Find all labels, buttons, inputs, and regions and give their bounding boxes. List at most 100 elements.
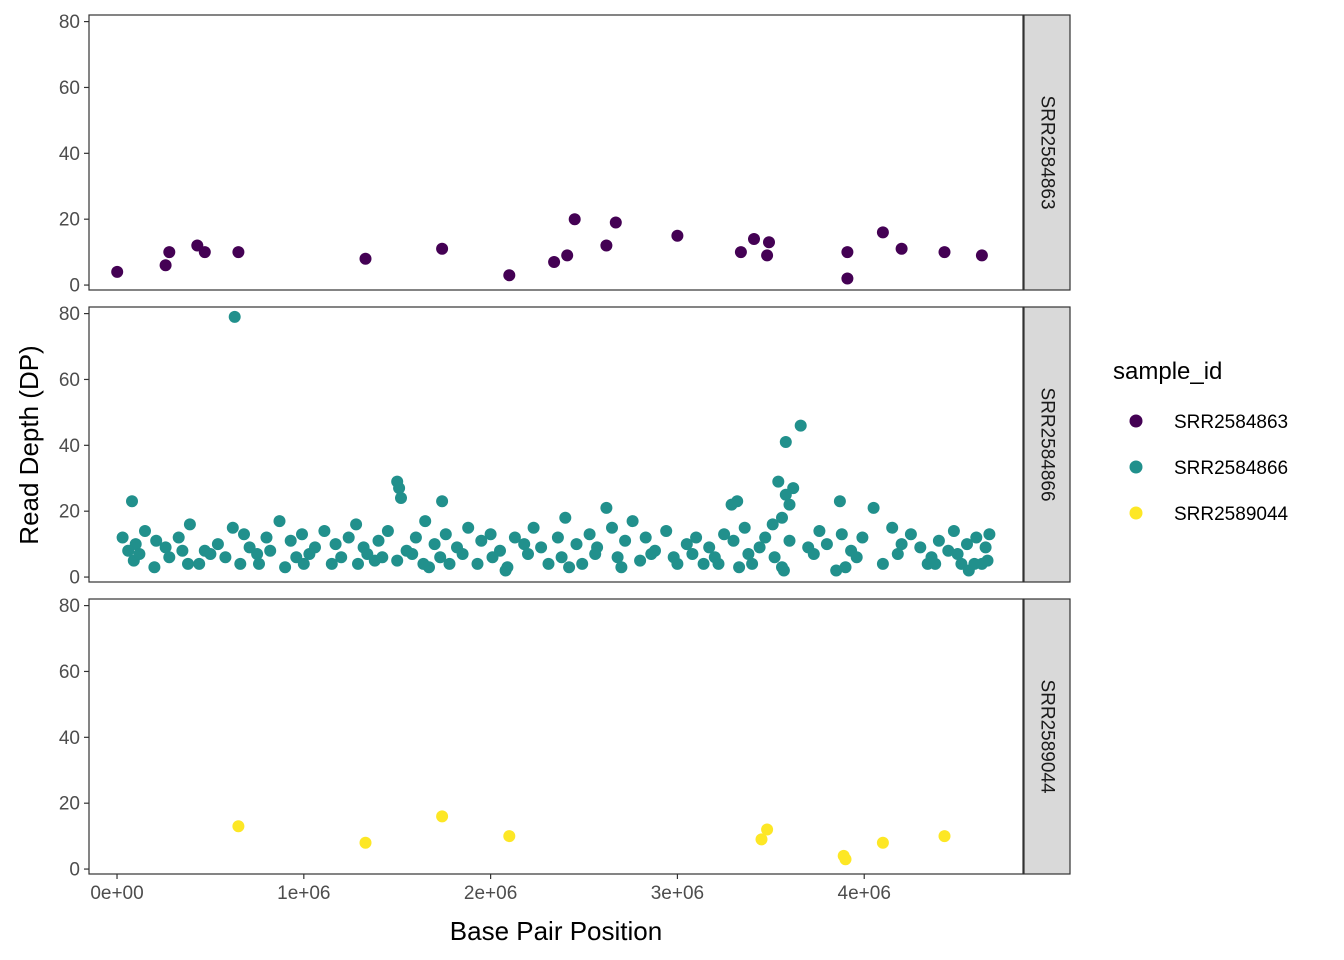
point-2-135 [122,544,135,557]
point-1-2 [159,259,172,272]
panel-border-1 [88,14,1024,291]
point-2-38 [563,561,576,574]
point-2-64 [172,531,185,544]
point-2-132 [970,531,983,544]
point-2-126 [904,528,917,541]
point-2-49 [830,564,843,577]
point-1-12 [568,213,581,226]
legend-label-3: SRR2589044 [1174,504,1289,525]
point-1-17 [748,233,760,245]
point-2-105 [639,531,652,544]
point-2-36 [501,561,514,574]
point-2-125 [895,538,908,551]
point-2-137 [163,551,176,564]
point-1-9 [503,269,516,282]
point-2-67 [211,538,224,551]
point-2-11 [776,511,788,524]
point-2-128 [932,534,945,547]
facet-strip-1 [1023,14,1071,291]
point-1-7 [359,252,372,265]
point-2-166 [951,548,964,560]
point-2-113 [738,521,751,534]
point-2-154 [589,548,602,560]
point-2-21 [182,557,194,570]
point-2-48 [777,564,790,577]
facet-panels: 0 20 40 60 80 SRR2584863 0 20 40 60 80 SRR2584866 0 2… [59,12,1071,881]
point-2-114 [753,541,766,554]
point-1-16 [734,246,747,259]
point-2-151 [486,551,499,564]
point-2-69 [238,528,250,541]
point-3-6 [761,823,774,836]
x-axis: 0e+00 1e+06 2e+06 3e+06 4e+06 [90,874,891,904]
facet-panel-1: 0 20 40 60 80 SRR2584863 [59,12,1071,297]
legend-label-1: SRR2584863 [1174,412,1288,433]
point-2-116 [766,518,779,531]
point-2-32 [423,561,435,574]
point-2-39 [576,557,589,570]
point-2-18 [725,498,738,511]
point-2-46 [746,557,759,570]
point-3-10 [938,830,951,843]
point-2-23 [234,557,247,570]
point-2-97 [551,531,564,544]
point-2-100 [583,528,596,541]
point-2-131 [961,538,973,551]
point-2-4 [772,475,785,488]
point-2-79 [350,518,363,531]
point-2-139 [204,548,217,560]
point-2-108 [680,538,693,551]
panel-border-3 [88,598,1024,875]
point-1-1 [111,265,124,278]
point-1-14 [609,216,622,229]
point-2-40 [615,561,628,574]
y-tick-label-3-5: 80 [59,596,80,617]
point-1-19 [763,236,775,249]
point-2-33 [443,557,456,570]
y-tick-label-3-2: 20 [59,794,80,815]
point-2-94 [518,538,531,551]
point-2-25 [279,561,292,574]
facet-panel-3: 0 20 40 60 80 SRR2589044 [59,596,1071,881]
point-2-72 [273,515,286,528]
point-3-9 [876,836,889,849]
facet-strip-3 [1023,598,1071,875]
point-2-20 [148,561,161,574]
point-1-18 [761,249,774,262]
point-2-28 [352,557,364,570]
point-2-7 [393,482,406,495]
point-1-5 [198,246,211,259]
point-2-30 [391,554,404,567]
point-2-123 [856,531,869,544]
point-2-150 [456,548,469,560]
legend-key-3 [1129,506,1143,520]
point-2-159 [708,551,721,564]
point-2-82 [381,525,394,537]
point-2-130 [947,525,960,537]
point-2-110 [703,541,716,554]
point-2-140 [219,551,232,564]
legend-item-1: SRR2584863 [1129,412,1288,433]
point-2-109 [690,531,703,544]
y-tick-label-2-3: 40 [59,436,80,457]
point-2-81 [372,534,385,547]
point-2-74 [296,528,308,541]
point-2-16 [867,501,880,514]
point-2-9 [779,488,792,501]
x-tick-label-2: 1e+06 [277,883,330,904]
point-2-124 [886,521,899,534]
point-2-12 [126,495,138,508]
point-2-90 [475,534,488,547]
point-2-104 [626,515,639,528]
point-1-25 [975,249,988,262]
point-2-71 [260,531,273,544]
points-2 [116,310,996,577]
point-2-115 [759,531,772,544]
point-2-107 [660,525,673,537]
point-1-6 [232,246,245,259]
point-2-93 [508,531,521,544]
point-2-149 [434,551,447,564]
point-2-99 [570,538,583,551]
legend: sample_id SRR2584863 SRR2584866 SRR25890… [1113,358,1289,525]
point-3-1 [232,820,245,833]
